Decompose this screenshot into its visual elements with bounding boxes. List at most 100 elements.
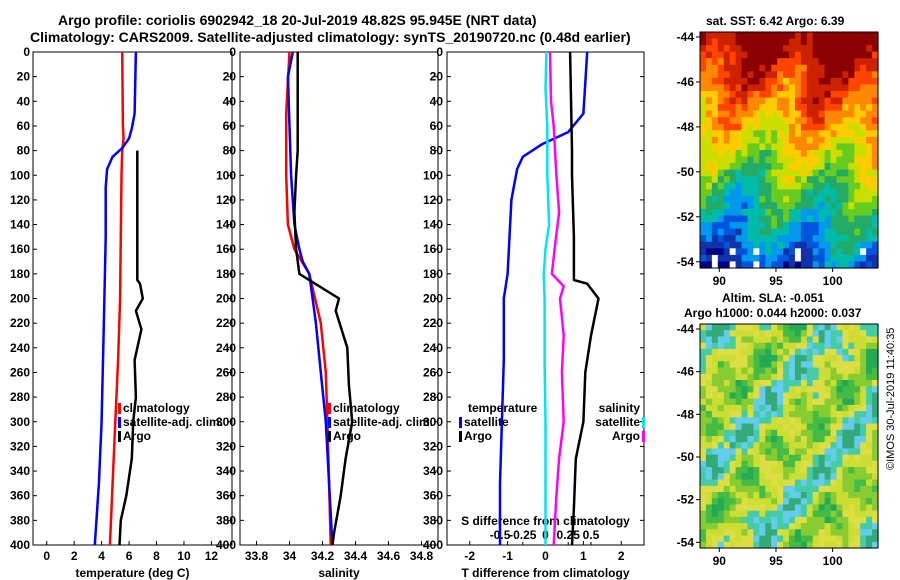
sst-map-cell [765,51,772,59]
sla-map-cell [824,367,832,375]
sst-map-cell [700,64,707,72]
temperature-xtick-label: 12 [205,549,219,563]
sst-map-cell [860,51,867,59]
sst-map-cell [848,163,855,171]
sla-map-cell [818,541,826,549]
sst-map-cell [872,176,879,184]
sla-map-cell [830,342,838,350]
sst-map-cell [866,189,873,197]
sla-map-cell [777,367,784,375]
sst-map-title: sat. SST: 6.42 Argo: 6.39 [706,14,845,28]
sst-map-cell [824,209,832,217]
sla-map-cell [705,386,713,394]
sst-map-cell [759,136,766,145]
sla-map-cell [866,361,873,369]
sla-map-cell [854,541,861,549]
sla-map-cell [753,467,760,474]
sla-map-cell [753,361,760,369]
sst-map-cell [735,209,743,217]
sla-map-cell [836,448,843,456]
sla-map-cell [830,510,838,518]
sla-map-cell [842,342,849,350]
sla-map-cell [765,411,772,418]
sst-map-cell [717,38,725,46]
sst-map-cell [771,130,778,138]
sla-map-cell [747,541,754,549]
sla-map-cell [800,467,808,474]
sst-map-cell [812,215,820,223]
sla-map-cell [759,454,766,462]
sla-map-cell [711,398,719,406]
sst-map-cell [741,209,749,217]
sla-map-cell [771,504,778,512]
sla-map-cell [842,348,849,356]
sla-map-cell [777,541,784,549]
sla-map-cell [729,404,737,412]
sst-map-cell [777,64,784,72]
sst-map-cell [872,58,879,66]
sst-map-cell [747,189,754,197]
sla-map-cell [806,392,814,400]
sla-map-cell [854,348,861,356]
sst-map-cell [765,156,772,164]
sst-map-cell [866,182,873,190]
sla-map-cell [723,442,731,450]
sst-map-cell [824,64,832,72]
sst-map-cell [729,222,737,230]
sla-map-cell [842,454,849,462]
sst-map-cell [812,123,820,131]
sst-map-cell [872,169,879,177]
sst-map-cell [717,77,725,86]
sla-map-cell [812,417,820,425]
sla-map-cell [830,423,838,431]
sla-map-cell [717,361,725,369]
sst-map-cell [747,182,754,190]
sla-map-cell [872,460,879,468]
sla-map-cell [711,498,719,506]
sst-map-cell [747,136,754,145]
sla-map-cell [806,448,814,456]
sla-map-cell [747,423,754,431]
sla-map-cell [765,510,772,518]
sla-map-cell [818,404,826,412]
sst-map-cell [705,136,713,145]
sst-map-cell [789,64,796,72]
sst-map-cell [830,51,838,59]
sst-map-cell [753,222,760,230]
sst-map-cell [741,51,749,59]
sla-map-cell [860,436,867,443]
sst-map-cell [854,254,861,263]
salinity-legend-1-swatch [328,417,331,428]
sst-map-cell [830,143,838,151]
sla-map-cell [800,485,808,493]
sst-map-cell [735,241,743,249]
sla-map-cell [860,504,867,512]
sla-map-cell [717,535,725,543]
sla-map-cell [711,404,719,412]
sst-map-cell [765,130,772,138]
sla-map-cell [723,448,731,456]
sla-map-cell [729,342,737,350]
sla-map-cell [842,336,849,344]
sla-map-cell [771,336,778,344]
sla-map-cell [794,504,802,512]
sla-map-cell [860,541,867,549]
sst-map-cell [717,241,725,249]
sst-map-cell [723,261,731,269]
sla-map-cell [860,423,867,431]
sla-map-cell [735,467,743,474]
sla-map-cell [812,510,820,518]
sst-map-cell [700,130,707,138]
sla-map-cell [765,404,772,412]
sst-map-cell [711,123,719,131]
sla-map-cell [866,498,873,506]
sst-map-cell [717,104,725,112]
sst-map-cell [711,104,719,112]
sst-map-cell [818,209,826,217]
sst-map-cell [765,104,772,112]
sla-map-cell [729,448,737,456]
sst-map-cell [771,169,778,177]
sla-map-cell [783,516,790,524]
sst-map-cell [842,130,849,138]
sst-map-cell [818,136,826,145]
